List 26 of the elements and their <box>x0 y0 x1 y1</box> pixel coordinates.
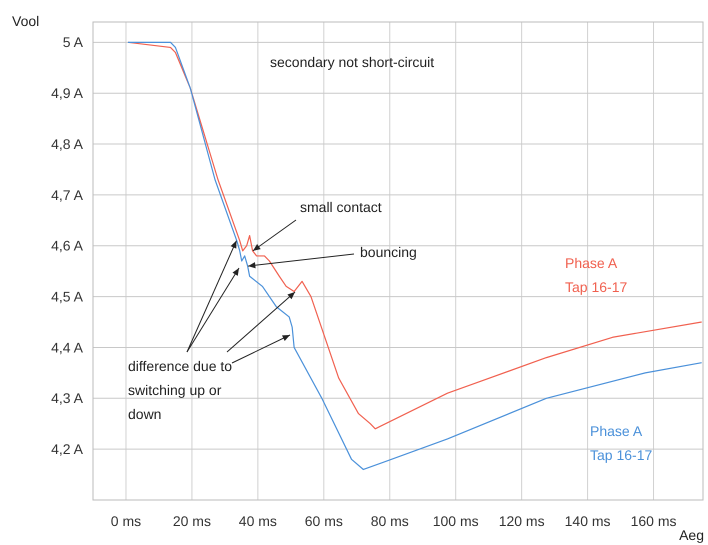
x-tick-label: 160 ms <box>630 513 676 529</box>
y-axis-title: Vool <box>12 13 40 29</box>
y-tick-label: 4,9 A <box>51 85 84 102</box>
y-tick-label: 4,7 A <box>51 186 84 203</box>
x-tick-label: 80 ms <box>370 513 409 529</box>
y-tick-label: 4,4 A <box>51 339 84 356</box>
x-tick-label: 60 ms <box>304 513 343 529</box>
x-tick-label: 100 ms <box>432 513 479 529</box>
y-tick-label: 4,6 A <box>51 238 84 254</box>
x-tick-label: 40 ms <box>238 513 277 529</box>
y-tick-label: 5 A <box>62 34 84 50</box>
y-tick-label: 4,3 A <box>51 390 84 406</box>
x-tick-label: 20 ms <box>172 513 211 529</box>
annotation: difference due to switching up or down <box>128 358 232 422</box>
y-tick-label: 4,5 A <box>51 288 84 304</box>
text: Phase A Tap 16-17 <box>590 423 652 463</box>
annotation: small contact <box>300 199 382 215</box>
annotation: bouncing <box>360 244 417 260</box>
x-tick-label: 120 ms <box>498 513 545 529</box>
y-tick-label: 4,2 A <box>51 441 84 458</box>
annotation: secondary not short-circuit <box>270 54 434 70</box>
x-axis-title: Aeg <box>679 527 704 543</box>
text: Phase A Tap 16-17 <box>565 255 628 295</box>
x-tick-label: 0 ms <box>110 513 142 529</box>
y-tick-label: 4,8 A <box>51 136 84 152</box>
x-tick-label: 140 ms <box>564 513 611 529</box>
